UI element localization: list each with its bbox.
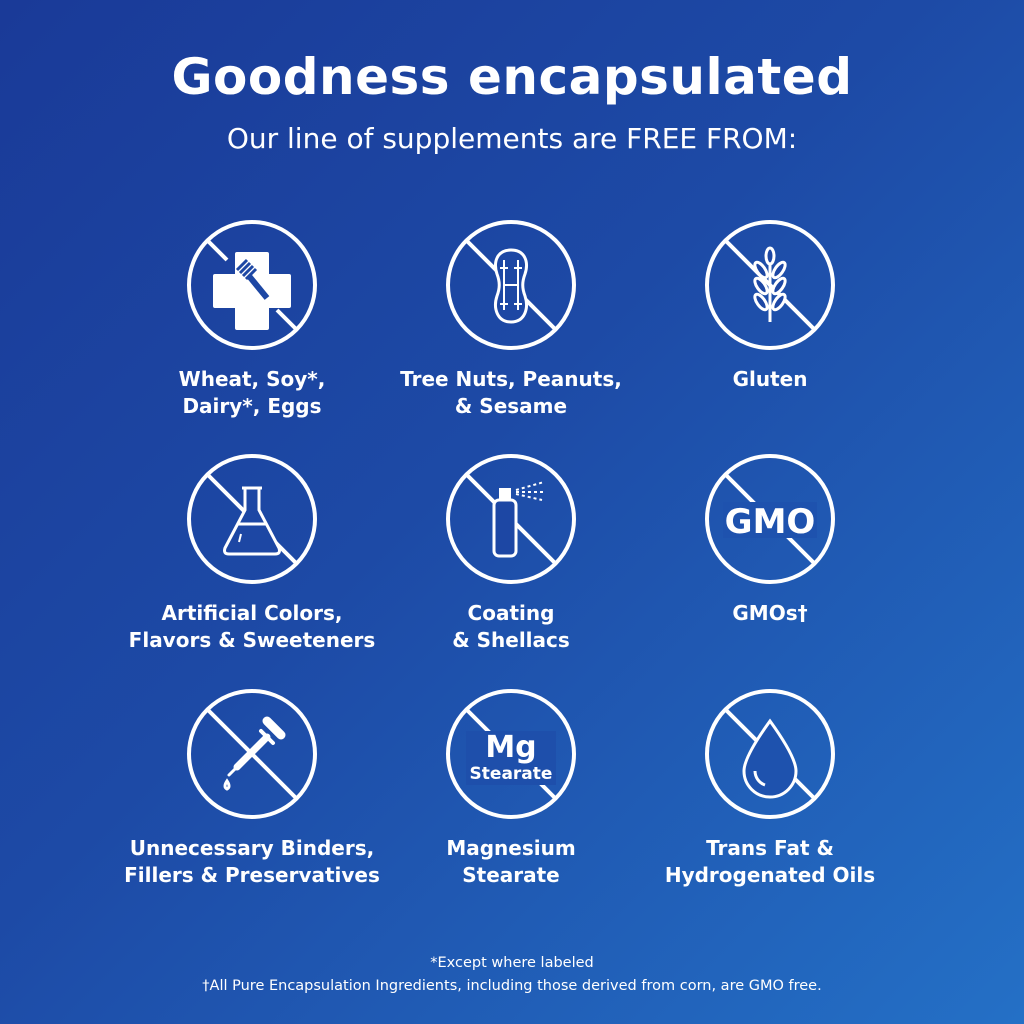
item-artificial: Artificial Colors, Flavors & Sweeteners	[102, 452, 402, 654]
item-coating: Coating & Shellacs	[361, 452, 661, 654]
no-gluten-icon	[705, 220, 835, 350]
item-label-line: Magnesium	[446, 836, 576, 860]
no-artificial-flask-icon	[187, 454, 317, 584]
item-wheat-soy-dairy-eggs: Wheat, Soy*, Dairy*, Eggs	[102, 218, 402, 420]
mg-icon-text: Mg	[485, 730, 536, 765]
item-mg-stearate: Mg Stearate Magnesium Stearate	[361, 687, 661, 889]
item-label-line: Dairy*, Eggs	[182, 394, 322, 418]
item-label-line: GMOs†	[732, 601, 808, 625]
item-label-line: Flavors & Sweeteners	[128, 628, 376, 652]
item-label-line: Tree Nuts, Peanuts,	[400, 367, 622, 391]
item-label-line: Artificial Colors,	[161, 601, 343, 625]
footnote-except: *Except where labeled	[430, 955, 594, 971]
no-gmo-icon: GMO	[705, 454, 835, 584]
no-trans-fat-drop-icon	[705, 689, 835, 819]
item-nuts: Tree Nuts, Peanuts, & Sesame	[361, 218, 661, 420]
item-label-line: Hydrogenated Oils	[664, 863, 876, 887]
item-label-line: & Shellacs	[452, 628, 570, 652]
stearate-icon-text: Stearate	[470, 764, 553, 784]
item-label-line: Coating	[467, 601, 555, 625]
no-nuts-icon	[446, 220, 576, 350]
item-label-line: Fillers & Preservatives	[124, 863, 380, 887]
item-label-line: Gluten	[732, 367, 808, 391]
item-trans-fat: Trans Fat & Hydrogenated Oils	[620, 687, 920, 889]
item-label-line: & Sesame	[454, 394, 568, 418]
item-label-line: Stearate	[462, 863, 560, 887]
page-title: Goodness encapsulated	[171, 48, 853, 106]
gmo-icon-text: GMO	[725, 502, 816, 542]
no-wheat-soy-dairy-eggs-icon	[187, 220, 317, 350]
item-gluten: Gluten	[620, 218, 920, 393]
no-binders-dropper-icon	[187, 689, 317, 819]
item-gmo: GMO GMOs†	[620, 452, 920, 627]
item-label-line: Wheat, Soy*,	[178, 367, 326, 391]
no-coating-spray-icon	[446, 454, 576, 584]
no-mg-stearate-icon: Mg Stearate	[446, 689, 576, 819]
item-label-line: Unnecessary Binders,	[129, 836, 375, 860]
item-binders: Unnecessary Binders, Fillers & Preservati…	[102, 687, 402, 889]
footnote-gmo: †All Pure Encapsulation Ingredients, inc…	[202, 978, 822, 994]
page-subtitle: Our line of supplements are FREE FROM:	[226, 122, 798, 155]
item-label-line: Trans Fat &	[706, 836, 834, 860]
